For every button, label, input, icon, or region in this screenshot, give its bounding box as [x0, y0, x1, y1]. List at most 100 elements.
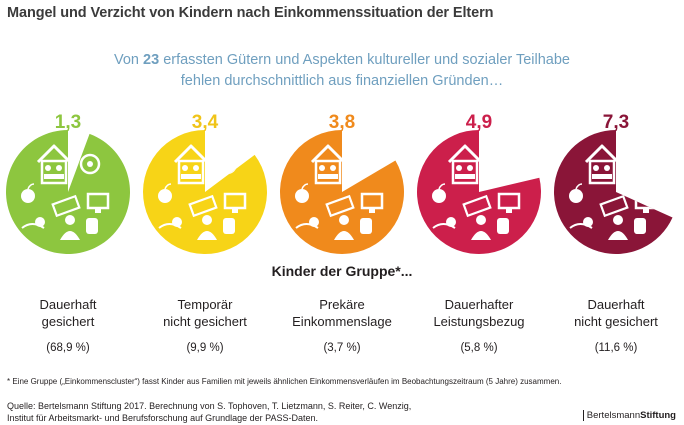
coin-center-icon: [361, 161, 367, 167]
table-icon: [592, 174, 612, 179]
apple-icon: [21, 189, 35, 203]
table-icon: [318, 174, 338, 179]
backpack-icon: [360, 218, 372, 234]
umbrella-icon: [432, 223, 456, 229]
subtitle-line-1: Von 23 erfassten Gütern und Aspekten kul…: [0, 50, 684, 71]
ticket-icon: [188, 194, 218, 218]
coin-icon: [353, 153, 375, 175]
category-label: Prekäre Einkommenslage (3,7 %): [277, 296, 407, 357]
pie-group: 3,8: [279, 112, 404, 254]
family-member-icon: [456, 165, 462, 171]
coin-icon: [627, 153, 649, 175]
source-note: Quelle: Bertelsmann Stiftung 2017. Berec…: [7, 401, 411, 424]
brand-regular: Bertelsmann: [586, 410, 641, 421]
category-name-line: Dauerhafter: [444, 297, 514, 312]
family-member-icon: [467, 165, 473, 171]
category-name-line: Dauerhaft: [587, 297, 645, 312]
apple-icon: [158, 189, 172, 203]
family-member-icon: [330, 165, 336, 171]
category-name-line: Einkommenslage: [292, 314, 392, 329]
monitor-icon: [86, 192, 110, 210]
monitor-stand-icon: [506, 209, 512, 213]
category-share: (9,9 %): [186, 342, 224, 354]
category-name-line: gesichert: [41, 314, 95, 329]
house-wall-icon: [40, 159, 68, 185]
coin-center-icon: [498, 161, 504, 167]
value-label: 3,4: [192, 112, 219, 133]
jacket-icon: [608, 231, 628, 240]
family-member-icon: [319, 165, 325, 171]
house-wall-icon: [588, 159, 616, 185]
monitor-stand-icon: [232, 209, 238, 213]
value-label: 1,3: [55, 112, 81, 133]
jacket-icon: [471, 231, 491, 240]
apple-stem-icon: [27, 183, 35, 190]
table-icon: [455, 174, 475, 179]
monitor-stand-icon: [95, 209, 101, 213]
category-label: Dauerhaft gesichert (68,9 %): [3, 296, 133, 357]
monitor-stand-icon: [643, 209, 649, 213]
table-icon: [181, 174, 201, 179]
category-name-line: Dauerhaft: [39, 297, 97, 312]
person-head-icon: [65, 215, 75, 225]
house-roof-icon: [584, 144, 620, 164]
person-head-icon: [613, 215, 623, 225]
coin-icon: [79, 153, 101, 175]
category-name-line: nicht gesichert: [163, 314, 247, 329]
apple-stem-icon: [575, 183, 583, 190]
house-wall-icon: [451, 159, 479, 185]
chart-subtitle: Von 23 erfassten Gütern und Aspekten kul…: [0, 50, 684, 92]
monitor-icon: [360, 192, 384, 210]
umbrella-icon: [158, 223, 182, 229]
house-roof-icon: [447, 144, 483, 164]
house-roof-icon: [310, 144, 346, 164]
family-member-icon: [604, 165, 610, 171]
chart-title: Mangel und Verzicht von Kindern nach Ein…: [7, 5, 494, 21]
source-line-2: Institut für Arbeitsmarkt- und Berufsfor…: [7, 412, 318, 423]
person-head-icon: [476, 215, 486, 225]
pie-group: 4,9: [417, 112, 541, 254]
category-label: Dauerhaft nicht gesichert (11,6 %): [551, 296, 681, 357]
person-head-icon: [202, 215, 212, 225]
family-member-icon: [45, 165, 51, 171]
apple-icon: [295, 189, 309, 203]
category-share: (11,6 %): [594, 342, 638, 354]
ticket-icon: [462, 194, 492, 218]
monitor-icon: [223, 192, 247, 210]
icon-set: [21, 144, 110, 240]
value-label: 3,8: [329, 112, 355, 133]
coin-center-icon: [224, 161, 230, 167]
backpack-icon: [634, 218, 646, 234]
apple-stem-icon: [438, 183, 446, 190]
family-member-icon: [193, 165, 199, 171]
coin-icon: [216, 153, 238, 175]
pie-chart-row: 1,3 3,4 3,8 4,9 7,3: [5, 112, 673, 254]
umbrella-icon: [21, 223, 45, 229]
source-line-1: Quelle: Bertelsmann Stiftung 2017. Berec…: [7, 401, 412, 411]
family-member-icon: [56, 165, 62, 171]
ticket-icon: [325, 194, 355, 218]
subtitle-prefix: Von: [114, 52, 144, 68]
house-wall-icon: [177, 159, 205, 185]
subtitle-suffix: erfassten Gütern und Aspekten kulturelle…: [159, 52, 570, 68]
backpack-icon: [497, 218, 509, 234]
jacket-icon: [197, 231, 217, 240]
category-share: (5,8 %): [460, 342, 498, 354]
ticket-icon: [51, 194, 81, 218]
value-label: 7,3: [603, 112, 629, 133]
brand-bold: Stiftung: [640, 410, 676, 421]
subtitle-line-2: fehlen durchschnittlich aus finanziellen…: [180, 73, 504, 89]
jacket-icon: [334, 231, 354, 240]
house-roof-icon: [173, 144, 209, 164]
jacket-icon: [60, 231, 80, 240]
coin-center-icon: [635, 161, 641, 167]
category-label: Temporär nicht gesichert (9,9 %): [140, 296, 270, 357]
subtitle-total-number: 23: [143, 52, 160, 68]
pie-group: 3,4: [142, 112, 267, 254]
category-name-line: Leistungsbezug: [433, 314, 525, 329]
table-icon: [44, 174, 64, 179]
pie-group: 7,3: [554, 112, 673, 254]
family-member-icon: [182, 165, 188, 171]
category-label: Dauerhafter Leistungsbezug (5,8 %): [414, 296, 544, 357]
house-wall-icon: [314, 159, 342, 185]
